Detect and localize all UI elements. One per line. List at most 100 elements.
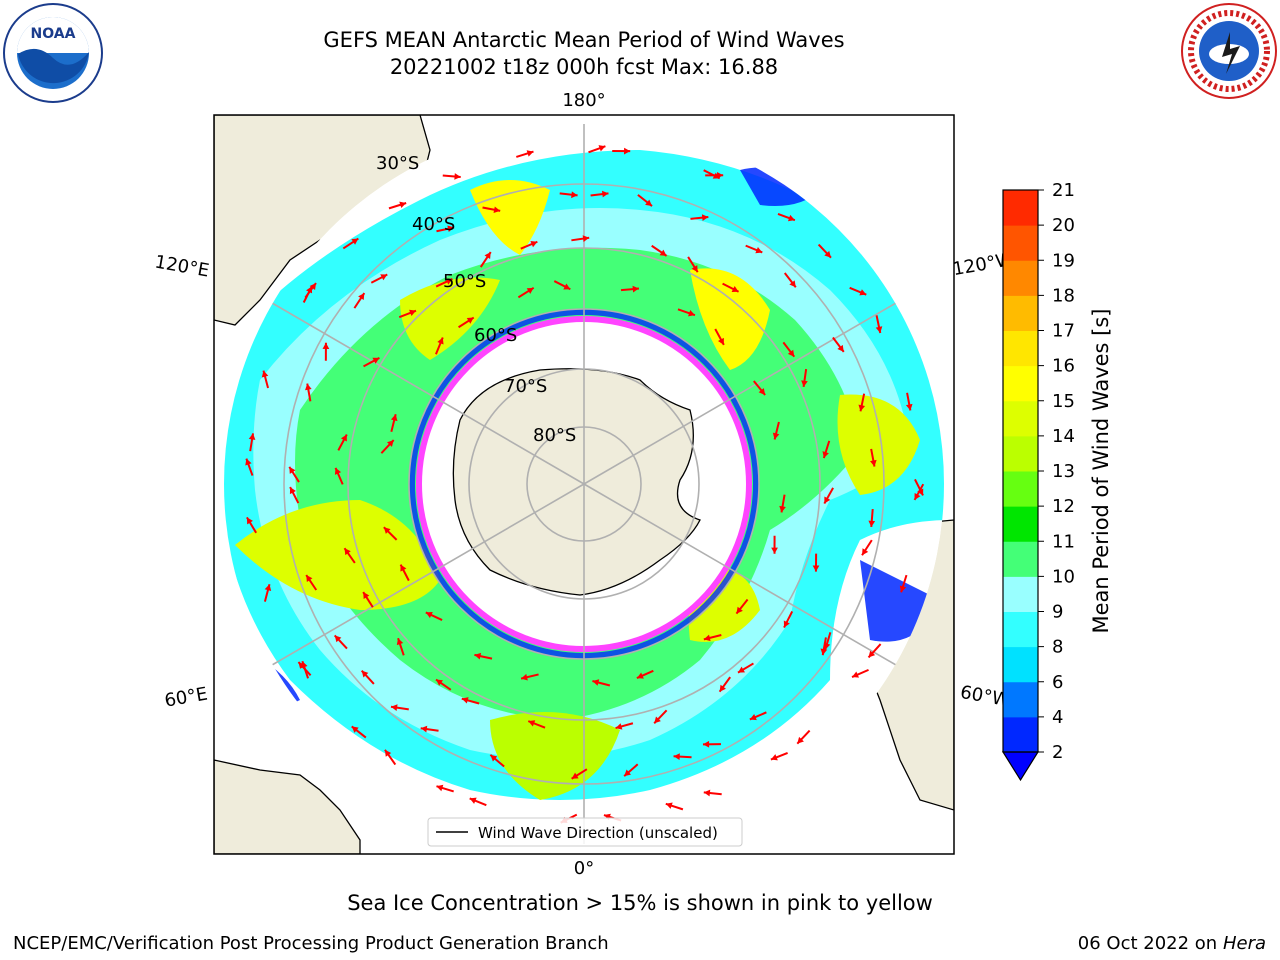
- wave-direction-arrowhead: [771, 547, 778, 554]
- wave-direction-arrowhead: [717, 171, 724, 179]
- wave-direction-arrowhead: [264, 584, 272, 592]
- wave-direction-arrowhead: [736, 606, 743, 614]
- wave-direction-arrowhead: [797, 736, 804, 744]
- colorbar-segment: [1003, 435, 1038, 472]
- wave-direction-arrowhead: [659, 249, 667, 256]
- wave-direction-arrowhead: [358, 293, 365, 301]
- lat-label-50s: 50°S: [443, 271, 486, 292]
- noaa-logo: NOAA: [3, 3, 103, 103]
- wave-direction-arrowhead: [435, 679, 443, 686]
- wave-direction-arrowhead: [654, 716, 661, 724]
- wave-direction-arrowhead: [383, 527, 391, 534]
- wind-wave-arrows: [245, 145, 925, 824]
- wave-direction-arrowhead: [571, 772, 579, 779]
- wave-direction-arrowhead: [528, 720, 536, 727]
- wave-direction-arrowhead: [334, 635, 342, 643]
- wave-direction-arrowhead: [801, 380, 808, 387]
- lat-label-80s: 80°S: [533, 425, 576, 446]
- colorbar-tick-label: 13: [1052, 461, 1075, 482]
- wave-direction-arrowhead: [469, 797, 477, 804]
- wave-direction-arrowhead: [755, 247, 763, 254]
- chart-subtitle: 20221002 t18z 000h fcst Max: 16.88: [389, 55, 779, 79]
- wave-direction-arrowhead: [719, 684, 726, 692]
- wave-direction-arrowhead: [787, 214, 795, 222]
- colorbar-segment: [1003, 541, 1038, 577]
- wave-direction-arrowhead: [436, 784, 444, 792]
- wave-direction-arrowhead: [688, 310, 695, 317]
- wave-direction-arrowhead: [645, 199, 653, 207]
- wave-direction-arrowhead: [351, 726, 359, 733]
- wave-direction-arrowhead: [632, 285, 639, 293]
- colorbar-segment: [1003, 190, 1038, 226]
- colorbar-segment: [1003, 400, 1038, 437]
- wave-direction-arrowhead: [862, 548, 869, 556]
- lat-label-70s: 70°S: [504, 376, 547, 397]
- wave-direction-arrowhead: [322, 342, 330, 349]
- wave-direction-arrowhead: [749, 713, 757, 721]
- wave-direction-arrowhead: [914, 492, 921, 500]
- wave-direction-arrowhead: [758, 388, 766, 395]
- wave-direction-arrowhead: [387, 440, 394, 447]
- wave-direction-arrowhead: [582, 235, 590, 242]
- wave-direction-arrowhead: [691, 265, 698, 273]
- wave-direction-arrowhead: [461, 697, 469, 704]
- wave-direction-arrowhead: [717, 337, 724, 345]
- colorbar-tick-label: 17: [1052, 321, 1075, 342]
- nws-logo: [1181, 3, 1277, 99]
- wave-direction-arrowhead: [868, 520, 876, 527]
- colorbar-tick-label: 20: [1052, 215, 1075, 236]
- colorbar-segments: [1003, 190, 1038, 753]
- wave-direction-arrowhead: [447, 225, 455, 233]
- wave-direction-arrowhead: [526, 150, 534, 157]
- colorbar-segment: [1003, 330, 1038, 367]
- chart-title: GEFS MEAN Antarctic Mean Period of Wind …: [323, 28, 845, 52]
- colorbar-tick-label: 14: [1052, 426, 1075, 447]
- colorbar-segment: [1003, 506, 1038, 542]
- wave-direction-arrowhead: [298, 662, 306, 669]
- colorbar-tick-label: 2: [1052, 742, 1063, 763]
- map-frame: [213, 114, 955, 855]
- wave-direction-arrowhead: [372, 357, 380, 364]
- wave-direction-arrowhead: [852, 671, 859, 678]
- wave-direction-arrowhead: [858, 404, 866, 412]
- footer-host: Hera: [1222, 933, 1266, 954]
- wave-direction-arrowhead: [351, 238, 359, 245]
- wave-direction-arrowhead: [344, 548, 351, 556]
- wave-direction-arrowhead: [624, 769, 632, 777]
- wave-direction-arrowhead: [701, 214, 709, 221]
- wave-direction-arrowhead: [390, 414, 398, 422]
- wave-direction-arrowhead: [905, 403, 913, 411]
- colorbar-segment: [1003, 260, 1038, 296]
- wave-direction-arrowhead: [563, 283, 571, 290]
- wave-direction-arrowhead: [731, 285, 739, 292]
- wave-direction-arrowhead: [875, 326, 883, 333]
- colorbar-segment: [1003, 365, 1038, 402]
- wave-direction-arrowhead: [824, 250, 831, 258]
- wave-direction-arrowhead: [820, 648, 828, 656]
- wave-direction-arrowhead: [868, 650, 876, 658]
- colorbar-tick-label: 21: [1052, 180, 1075, 201]
- wave-direction-arrowhead: [400, 564, 407, 572]
- colorbar-segment: [1003, 646, 1038, 683]
- wave-direction-arrowhead: [289, 466, 296, 474]
- wave-direction-arrowhead: [306, 286, 313, 294]
- colorbar-segment: [1003, 576, 1038, 612]
- wave-direction-arrowhead: [399, 201, 407, 209]
- wave-direction-arrowhead: [870, 459, 877, 467]
- wave-direction-arrowhead: [592, 679, 600, 686]
- wave-direction-arrowhead: [306, 575, 313, 583]
- wave-direction-arrowhead: [474, 652, 482, 660]
- wave-direction-arrowhead: [702, 740, 710, 748]
- wave-direction-arrowhead: [598, 145, 606, 152]
- wave-direction-arrowhead: [783, 620, 790, 628]
- colorbar-segment: [1003, 611, 1038, 648]
- footer-date: 06 Oct 2022 on Hera: [1078, 933, 1266, 954]
- longitude-lines: [259, 124, 909, 844]
- lon-label-120e: 120°E: [153, 251, 211, 281]
- wave-direction-arrowhead: [420, 725, 428, 733]
- wave-direction-arrowhead: [824, 496, 831, 504]
- wave-direction-arrowhead: [737, 666, 745, 673]
- colorbar-segment: [1003, 681, 1038, 718]
- lon-label-60e: 60°E: [163, 683, 209, 711]
